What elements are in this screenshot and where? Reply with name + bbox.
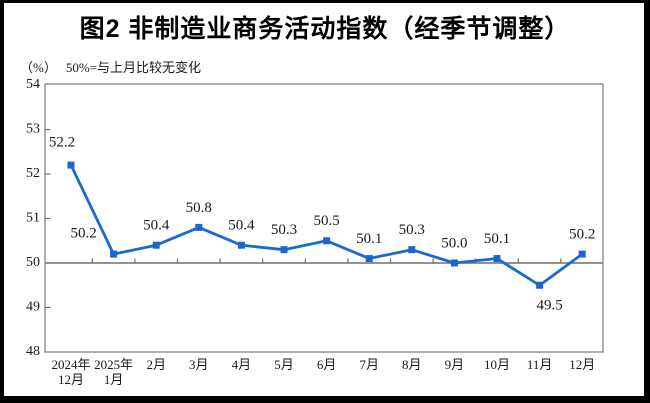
data-point-label: 50.3 (271, 222, 297, 238)
x-axis-label: 10月 (484, 357, 510, 372)
data-point-label: 50.4 (143, 218, 170, 234)
data-point-marker (578, 250, 586, 258)
data-point-label: 50.2 (70, 226, 96, 242)
data-point-label: 50.1 (484, 231, 510, 247)
data-point-marker (195, 223, 203, 231)
x-axis-label: 5月 (274, 357, 294, 372)
data-point-label: 50.8 (186, 200, 212, 216)
data-point-marker (450, 259, 458, 267)
data-point-marker (110, 250, 118, 258)
data-point-marker (237, 241, 245, 249)
data-point-marker (536, 281, 544, 289)
x-axis-label: 11月 (527, 357, 553, 372)
data-point-marker (408, 246, 416, 254)
x-axis-label: 3月 (189, 357, 209, 372)
y-axis-tick-label: 48 (26, 344, 40, 359)
x-axis-label: 12月 (569, 357, 595, 372)
data-point-label: 50.5 (313, 213, 339, 229)
data-point-label: 50.1 (356, 231, 382, 247)
data-point-label: 50.3 (399, 222, 425, 238)
x-axis-label: 6月 (317, 357, 337, 372)
x-axis-label: 8月 (402, 357, 422, 372)
x-axis-label: 4月 (232, 357, 252, 372)
y-axis-tick-label: 51 (26, 211, 40, 226)
data-point-marker (67, 161, 75, 169)
data-point-marker (365, 255, 373, 263)
data-point-marker (152, 241, 160, 249)
data-point-label: 50.4 (228, 218, 255, 234)
data-point-label: 49.5 (536, 298, 562, 314)
x-axis-label: 7月 (359, 357, 379, 372)
data-point-marker (323, 237, 331, 245)
reference-note: 50%=与上月比较无变化 (65, 60, 202, 75)
data-point-label: 50.0 (441, 235, 467, 251)
y-axis-tick-label: 53 (26, 122, 40, 137)
x-axis-label: 9月 (445, 357, 465, 372)
y-axis-tick-label: 54 (26, 77, 40, 92)
x-axis-label: 2月 (146, 357, 166, 372)
data-point-marker (280, 246, 288, 254)
x-axis-label: 2024年 12月 (51, 357, 90, 387)
y-axis-unit-label: （%） (20, 60, 57, 75)
y-axis-tick-label: 50 (26, 255, 40, 270)
y-axis-tick-label: 49 (26, 300, 40, 315)
data-point-label: 52.2 (49, 135, 75, 151)
chart-subtitle: （%） 50%=与上月比较无变化 (20, 57, 201, 76)
x-axis-label: 2025年 1月 (94, 357, 133, 387)
data-point-label: 50.2 (569, 227, 595, 243)
y-axis-tick-label: 52 (26, 166, 40, 181)
chart-title: 图2 非制造业商务活动指数（经季节调整） (79, 15, 571, 43)
data-point-marker (493, 255, 501, 263)
